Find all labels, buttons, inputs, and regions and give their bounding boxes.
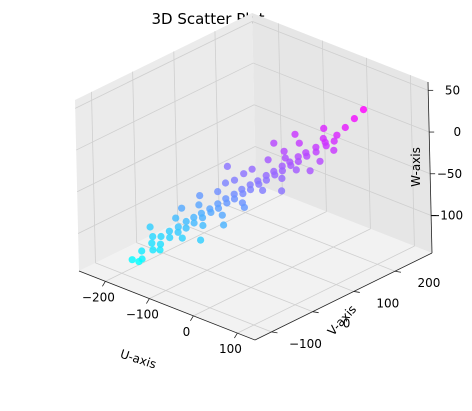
data-point [231,195,238,202]
data-point [135,258,142,265]
data-point [331,138,338,145]
data-point [166,234,173,241]
z-axis-label: W-axis [409,147,423,187]
y-tick-mark [271,332,277,333]
data-point [320,125,327,132]
data-point [207,209,214,216]
y-tick-label: 100 [376,296,399,310]
data-point [219,212,226,219]
data-point [255,181,262,188]
data-point [223,199,230,206]
data-point [197,237,204,244]
data-point [191,219,198,226]
x-tick-mark [146,299,149,304]
data-point [240,170,247,177]
data-point [222,179,229,186]
data-point [296,140,303,147]
data-point [241,204,248,211]
data-point [278,175,285,182]
data-point [148,240,155,247]
data-point [307,167,314,174]
data-point [195,201,202,208]
data-point [313,148,320,155]
data-point [247,186,254,193]
x-tick-mark [234,333,237,338]
data-point [179,235,186,242]
data-point [183,218,190,225]
data-point [175,229,182,236]
data-point [199,214,206,221]
x-tick-label: −200 [82,290,115,304]
data-point [279,167,286,174]
z-tick-label: 0 [454,125,462,139]
data-point [265,156,272,163]
z-tick-label: −50 [437,167,462,181]
data-point [147,223,154,230]
data-point [172,215,179,222]
data-point [316,158,323,165]
x-tick-mark [102,281,105,286]
data-point [270,140,277,147]
data-point [166,228,173,235]
data-point [271,171,278,178]
data-point [291,131,298,138]
data-point [330,147,337,154]
data-point [249,166,256,173]
data-point [220,221,227,228]
data-point [214,188,221,195]
y-tick-mark [395,271,401,272]
data-point [295,158,302,165]
data-point [263,177,270,184]
data-point [149,246,156,253]
data-point [196,192,203,199]
data-point [224,163,231,170]
data-point [178,205,185,212]
data-point [281,148,288,155]
x-tick-label: 100 [219,342,242,356]
y-axis-label: V-axis [325,302,359,338]
axis-panes [75,13,432,340]
data-point [360,106,367,113]
data-point [199,222,206,229]
y-tick-mark [313,312,319,313]
y-tick-label: −100 [289,337,322,351]
z-tick-label: 50 [445,83,460,97]
data-point [215,205,222,212]
data-point [231,177,238,184]
x-tick-label: −100 [126,308,159,322]
data-point [129,256,136,263]
data-point [293,166,300,173]
data-point [239,190,246,197]
data-point [342,124,349,131]
data-point [156,246,163,253]
data-point [303,153,310,160]
data-point [323,142,330,149]
data-point [183,225,190,232]
data-point [138,247,145,254]
x-tick-mark [190,316,193,321]
data-point [351,115,358,122]
data-point [157,233,164,240]
data-point [278,187,285,194]
data-point [259,187,266,194]
x-tick-label: 0 [183,325,191,339]
y-tick-label: 200 [418,276,441,290]
y-tick-mark [354,291,360,292]
z-tick-label: −100 [430,208,463,222]
data-point [149,233,156,240]
x-axis-label: U-axis [118,347,158,372]
